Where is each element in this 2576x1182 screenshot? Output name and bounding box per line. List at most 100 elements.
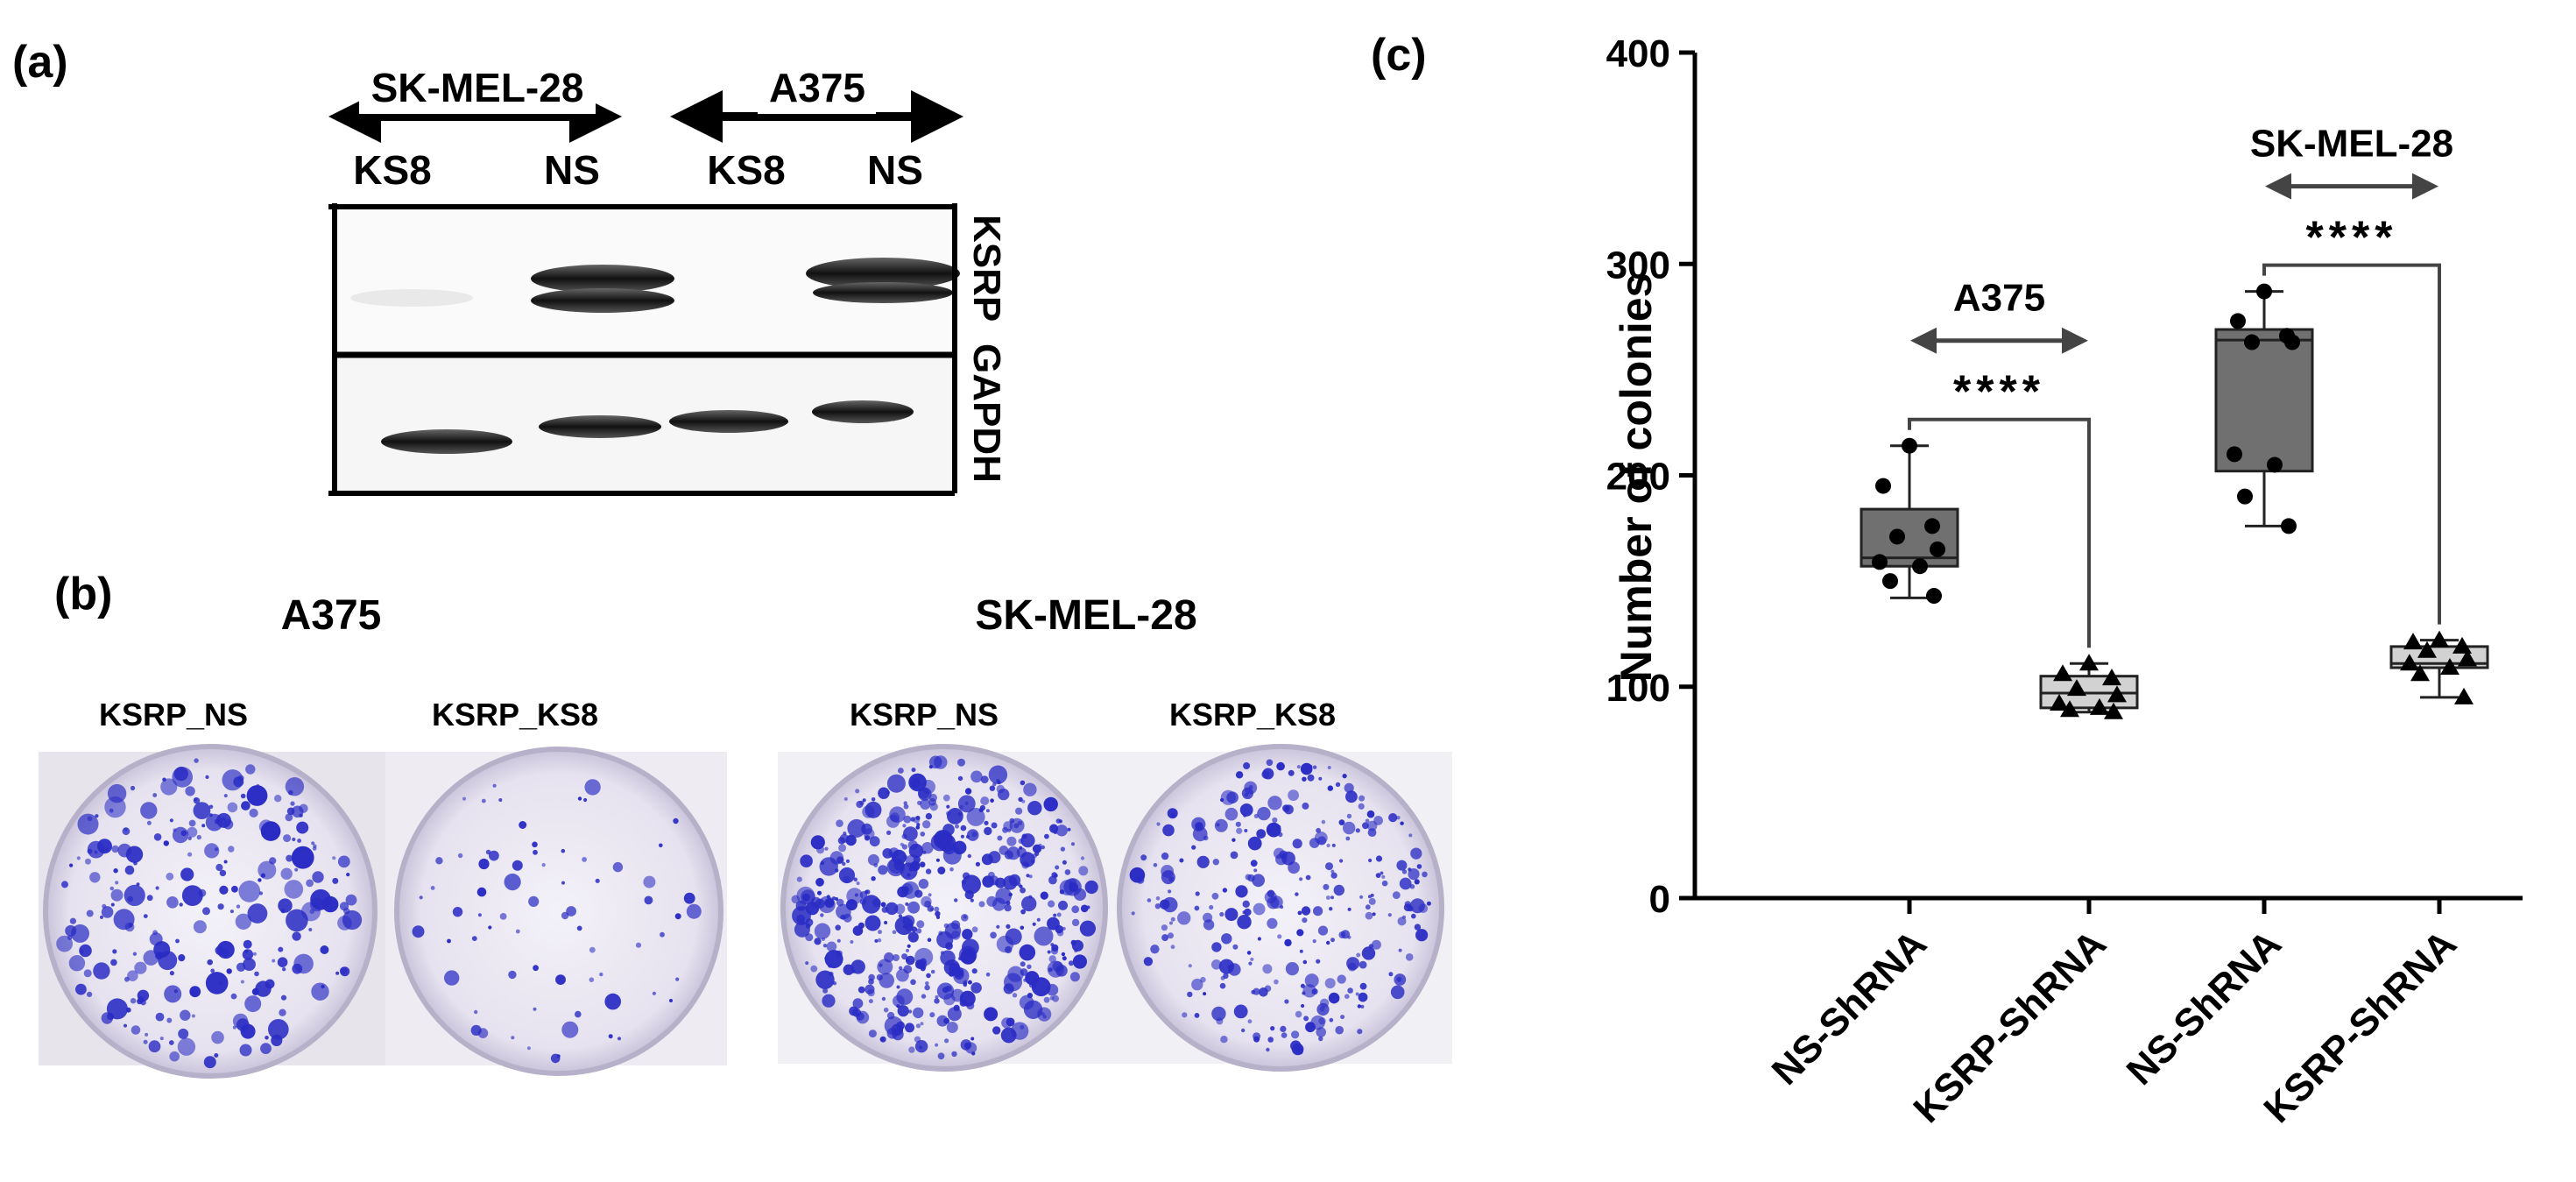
colony-dot xyxy=(855,789,860,794)
significance-bracket: **** SK-MEL-28 xyxy=(2250,123,2453,625)
colony-dot xyxy=(857,986,865,994)
colony-dot xyxy=(320,945,329,954)
colony-dot xyxy=(1241,1028,1246,1033)
colony-dot xyxy=(903,803,909,810)
colony-dot xyxy=(1188,964,1192,968)
colony-dot xyxy=(335,971,340,975)
colony-dot xyxy=(1302,802,1309,810)
colony-dot xyxy=(1355,992,1359,996)
colony-dot xyxy=(1283,804,1294,815)
colony-dot xyxy=(1020,909,1026,915)
colony-dot xyxy=(1365,911,1373,920)
colony-dot xyxy=(1233,1004,1248,1019)
data-point xyxy=(2267,457,2283,473)
colony-dot xyxy=(188,819,196,827)
colony-dot xyxy=(145,1032,149,1037)
data-point xyxy=(1889,528,1905,545)
colony-dot xyxy=(143,914,148,918)
colony-dot xyxy=(843,964,854,975)
ksrp-band xyxy=(531,288,674,313)
ksrp-band xyxy=(531,265,674,293)
colony-dot xyxy=(945,942,953,950)
colony-dot xyxy=(268,1019,289,1040)
colony-dot xyxy=(77,813,99,835)
colony-dot xyxy=(996,924,1000,929)
colony-dot xyxy=(1253,902,1266,916)
colony-dot xyxy=(236,904,241,909)
colony-dot xyxy=(836,903,851,920)
data-point xyxy=(1930,541,1945,557)
data-point xyxy=(2060,700,2079,718)
colony-dot xyxy=(876,973,883,980)
colony-dot xyxy=(907,840,918,851)
colony-dot xyxy=(260,1043,272,1054)
colony-dot xyxy=(308,928,313,931)
colony-dot xyxy=(1203,992,1207,996)
colony-dot xyxy=(430,886,435,890)
data-point xyxy=(2410,664,2430,682)
colony-dot xyxy=(1169,921,1173,925)
colony-dot xyxy=(805,933,814,942)
colony-dot xyxy=(1312,765,1317,769)
colony-dot xyxy=(194,797,198,802)
colony-dot xyxy=(1080,856,1085,860)
colony-dot xyxy=(985,809,990,813)
colony-dot xyxy=(929,803,938,811)
colony-dot xyxy=(492,783,497,788)
colony-dot xyxy=(533,965,539,972)
colony-dot xyxy=(943,993,956,1006)
plate-label: KSRP_KS8 xyxy=(1169,697,1336,733)
colony-dot xyxy=(612,861,624,873)
colony-dot xyxy=(1140,854,1147,861)
colony-dot xyxy=(1280,905,1284,910)
lane-label: NS xyxy=(867,147,923,193)
colony-dot xyxy=(203,1056,216,1069)
colony-dot xyxy=(515,929,520,934)
colony-dot xyxy=(89,872,101,883)
colony-dot xyxy=(962,874,981,895)
colony-dot xyxy=(901,833,907,839)
colony-dot xyxy=(1359,895,1364,899)
colony-dot xyxy=(1330,895,1334,900)
colony-dot xyxy=(683,892,695,904)
lane-label: KS8 xyxy=(353,147,431,193)
data-point xyxy=(2237,488,2253,505)
colony-dot xyxy=(1360,1004,1365,1009)
colony-dot xyxy=(419,895,423,900)
data-point xyxy=(2458,649,2477,667)
colony-dot xyxy=(911,926,918,932)
colony-dot xyxy=(1330,938,1335,943)
colony-dot xyxy=(905,1023,914,1033)
colony-dot xyxy=(1329,1017,1334,1023)
colony-dot xyxy=(865,889,871,895)
colony-dot xyxy=(148,1040,161,1053)
colony-dot xyxy=(964,788,972,795)
colony-dot xyxy=(888,847,900,859)
colony-dot xyxy=(1319,1006,1325,1012)
colony-dot xyxy=(124,827,128,832)
colony-dot xyxy=(1020,968,1028,976)
data-point xyxy=(2067,679,2086,697)
colony-dot xyxy=(1062,860,1067,865)
colony-dot xyxy=(1191,817,1206,832)
gapdh-band xyxy=(539,415,661,438)
colony-dot xyxy=(929,1012,935,1018)
colony-dot xyxy=(293,953,314,974)
colony-dot xyxy=(1266,822,1281,838)
colony-dot xyxy=(843,796,848,801)
colony-dot xyxy=(1296,765,1301,769)
bracket-line xyxy=(1908,417,2091,648)
colony-dot xyxy=(1003,983,1014,994)
colony-dot xyxy=(980,775,989,783)
colony-dot xyxy=(296,821,309,834)
colony-dot xyxy=(1235,821,1241,827)
colony-dot xyxy=(1161,870,1175,885)
colony-dot xyxy=(893,954,900,961)
colony-dot xyxy=(1396,816,1401,820)
colony-dot xyxy=(988,765,1008,784)
colony-dot xyxy=(178,954,186,962)
colony-dot xyxy=(924,984,930,991)
data-point xyxy=(2452,636,2472,654)
colony-dot xyxy=(131,1025,141,1035)
colony-dot xyxy=(971,832,977,838)
